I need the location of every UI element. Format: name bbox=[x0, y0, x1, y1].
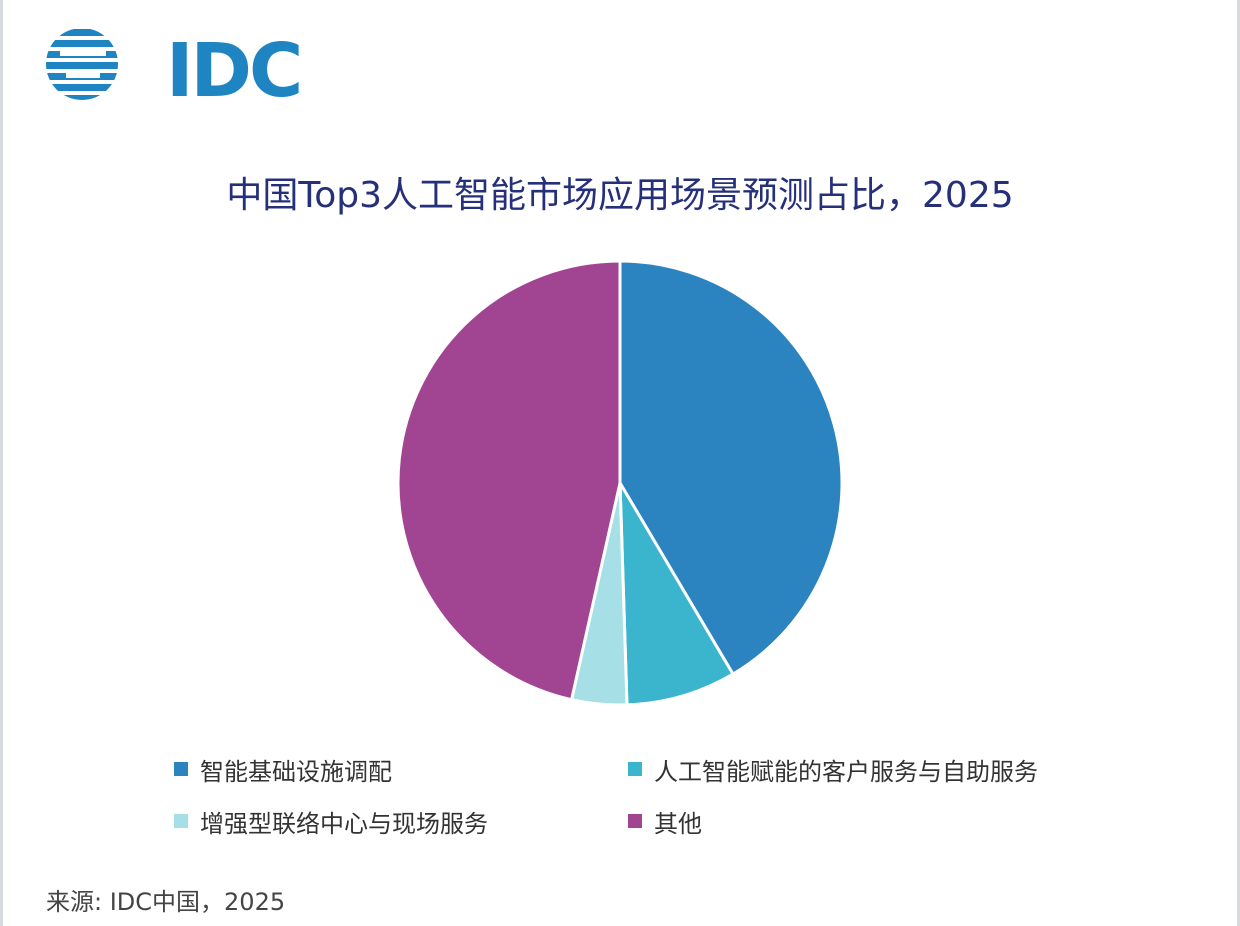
pie-slice bbox=[618, 481, 735, 707]
legend-swatch bbox=[174, 762, 188, 776]
legend-label: 人工智能赋能的客户服务与自助服务 bbox=[654, 757, 1038, 786]
legend-swatch bbox=[628, 762, 642, 776]
legend-label: 其他 bbox=[654, 809, 702, 838]
pie-chart bbox=[396, 259, 844, 707]
legend-swatch bbox=[628, 814, 642, 828]
pie-slice bbox=[618, 259, 844, 676]
legend-item: 其他 bbox=[628, 804, 702, 838]
legend-label: 增强型联络中心与现场服务 bbox=[200, 809, 488, 838]
chart-title: 中国Top3人工智能市场应用场景预测占比，2025 bbox=[226, 175, 1014, 216]
globe-icon bbox=[46, 29, 118, 100]
legend-swatch bbox=[174, 814, 188, 828]
legend-item: 智能基础设施调配 bbox=[174, 752, 392, 786]
logo-wordmark: IDC bbox=[166, 28, 303, 114]
legend-item: 人工智能赋能的客户服务与自助服务 bbox=[628, 752, 1038, 786]
idc-logo: IDC bbox=[44, 26, 303, 108]
pie-slice bbox=[396, 259, 622, 702]
chart-legend: 智能基础设施调配 人工智能赋能的客户服务与自助服务 增强型联络中心与现场服务 其… bbox=[0, 752, 1240, 862]
source-note: 来源: IDC中国，2025 bbox=[46, 888, 286, 916]
legend-item: 增强型联络中心与现场服务 bbox=[174, 804, 488, 838]
legend-label: 智能基础设施调配 bbox=[200, 757, 392, 786]
